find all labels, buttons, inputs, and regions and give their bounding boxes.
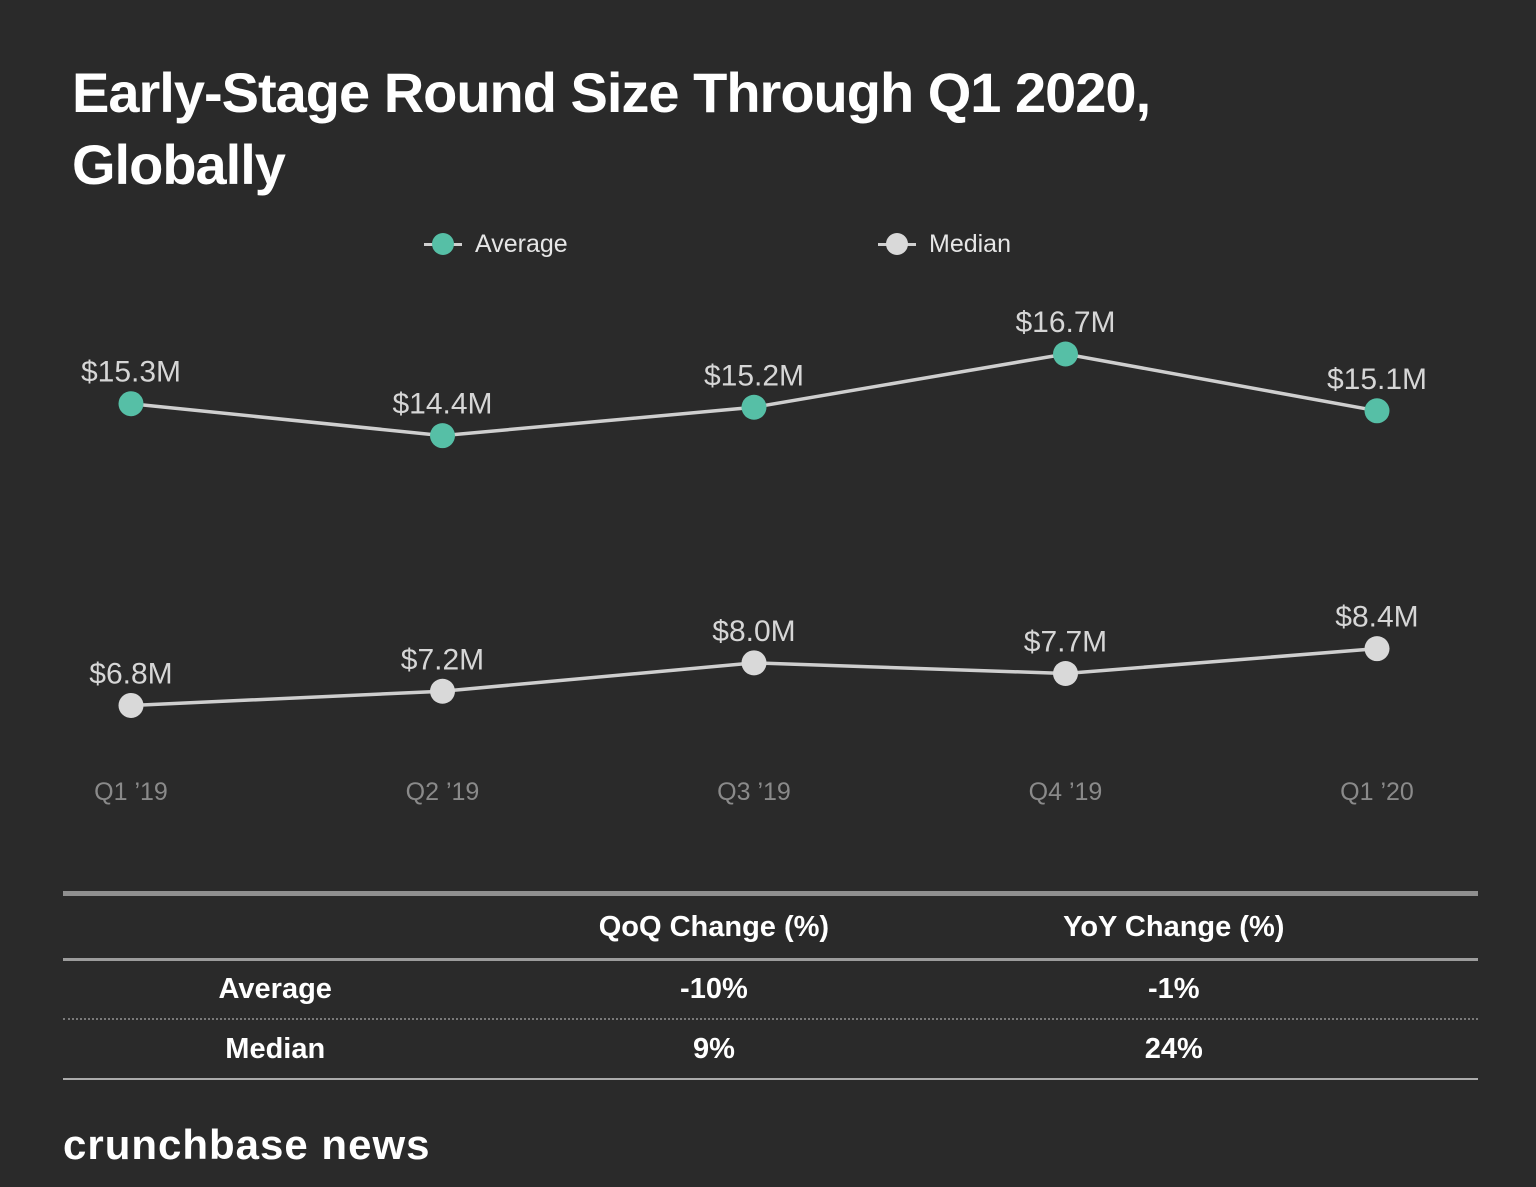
- row-label-average: Average: [218, 973, 332, 1005]
- data-point-average-0[interactable]: [118, 391, 144, 417]
- median-dot-icon: [886, 233, 908, 255]
- x-axis-label-0: Q1 ’19: [94, 778, 168, 806]
- value-label-median-2: $8.0M: [712, 615, 795, 648]
- data-point-median-4[interactable]: [1364, 636, 1390, 662]
- data-point-median-2[interactable]: [741, 650, 767, 676]
- legend-label-median: Median: [929, 229, 1011, 258]
- data-point-median-1[interactable]: [430, 678, 455, 704]
- value-label-median-1: $7.2M: [401, 643, 484, 676]
- chart-title-line1: Early-Stage Round Size Through Q1 2020,: [72, 61, 1151, 124]
- data-point-average-1[interactable]: [430, 423, 455, 449]
- value-label-average-2: $15.2M: [704, 359, 804, 392]
- data-point-average-2[interactable]: [741, 394, 767, 420]
- x-axis-label-1: Q2 ’19: [406, 778, 480, 806]
- median-qoq-value: 9%: [692, 1032, 735, 1065]
- table-header-row: QoQ Change (%) YoY Change (%): [63, 896, 1478, 961]
- value-label-average-3: $16.7M: [1015, 306, 1115, 339]
- table-header-qoq: QoQ Change (%): [598, 910, 830, 943]
- legend-item-average[interactable]: Average: [424, 230, 568, 258]
- crunchbase-news-logo: crunchbase news: [63, 1121, 431, 1168]
- average-qoq-value: -10%: [680, 973, 748, 1005]
- legend-marker-median: [878, 232, 916, 256]
- data-point-average-3[interactable]: [1053, 341, 1078, 367]
- legend-item-median[interactable]: Median: [878, 230, 1011, 258]
- row-label-median: Median: [225, 1032, 326, 1065]
- data-point-median-0[interactable]: [118, 692, 144, 718]
- chart-title-line2: Globally: [72, 133, 286, 196]
- table-header-empty: [63, 896, 488, 958]
- table-header-yoy: YoY Change (%): [1063, 910, 1285, 943]
- change-table: QoQ Change (%) YoY Change (%) Average -1…: [63, 891, 1478, 1080]
- average-dot-icon: [432, 233, 454, 255]
- legend-marker-average: [424, 232, 462, 256]
- value-label-average-4: $15.1M: [1327, 363, 1427, 396]
- x-axis-label-3: Q4 ’19: [1029, 778, 1103, 806]
- median-yoy-value: 24%: [1144, 1032, 1203, 1065]
- x-axis-label-4: Q1 ’20: [1340, 778, 1414, 806]
- legend-label-average: Average: [475, 229, 568, 258]
- data-point-average-4[interactable]: [1364, 398, 1390, 424]
- average-yoy-value: -1%: [1147, 973, 1200, 1005]
- table-row-average: Average -10% -1%: [63, 961, 1478, 1020]
- value-label-average-1: $14.4M: [392, 388, 492, 421]
- line-chart: $15.3M $14.4M $15.2M $16.7M $15.1M $6.8M $7.2M…: [81, 306, 1427, 806]
- chart-title: Early-Stage Round Size Through Q1 2020, …: [72, 57, 1151, 201]
- value-label-average-0: $15.3M: [81, 356, 181, 389]
- table-row-median: Median 9% 24%: [63, 1020, 1478, 1078]
- value-label-median-4: $8.4M: [1335, 601, 1418, 634]
- x-axis-label-2: Q3 ’19: [717, 778, 791, 806]
- value-label-median-0: $6.8M: [89, 657, 172, 690]
- chart-legend: Average Median: [0, 230, 1536, 260]
- data-point-median-3[interactable]: [1053, 661, 1078, 686]
- value-label-median-3: $7.7M: [1024, 626, 1107, 659]
